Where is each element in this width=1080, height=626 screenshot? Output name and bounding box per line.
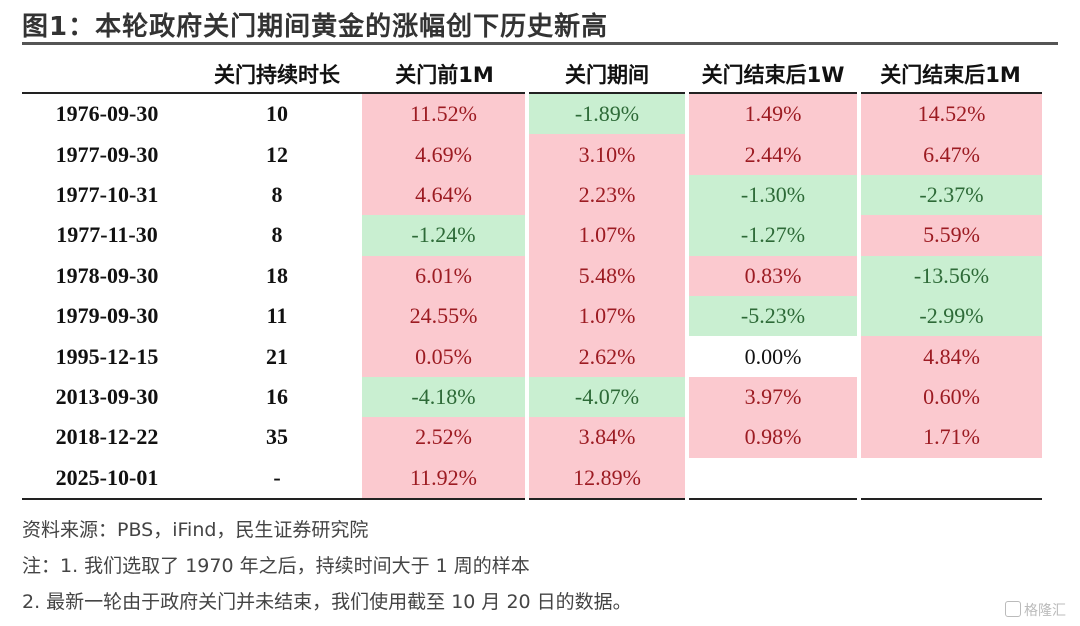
- after-1w-cell: -1.27%: [687, 215, 861, 256]
- date-cell: 1995-12-15: [55, 343, 159, 369]
- after-1m-cell: 6.47%: [859, 134, 1042, 175]
- before-1m-cell: 0.05%: [362, 336, 529, 377]
- before-1m-cell: 24.55%: [362, 295, 529, 337]
- after-1w-cell: 0.98%: [687, 417, 861, 458]
- date-cell: 1976-09-30: [55, 101, 159, 127]
- after-1w-cell: 2.44%: [687, 134, 861, 175]
- date-cell: 1977-11-30: [56, 222, 158, 248]
- after-1m-cell: -13.56%: [859, 255, 1042, 296]
- after-1m-cell: 4.84%: [859, 336, 1042, 377]
- notes: 资料来源：PBS，iFind，民生证券研究院 注：1. 我们选取了 1970 年…: [22, 512, 632, 620]
- before-1m-cell: 11.92%: [362, 457, 529, 500]
- after-1m-cell: 14.52%: [859, 93, 1042, 135]
- table-row: 2018-12-22 35 2.52% 3.84% 0.98% 1.71%: [22, 417, 1042, 458]
- table-row: 1977-10-31 8 4.64% 2.23% -1.30% -2.37%: [22, 174, 1042, 216]
- header-after-1w: 关门结束后1W: [687, 56, 859, 94]
- duration-cell: -: [192, 457, 362, 500]
- before-1m-cell: -4.18%: [362, 376, 529, 418]
- after-1m-cell: 0.60%: [859, 376, 1042, 418]
- table-row: 1977-09-30 12 4.69% 3.10% 2.44% 6.47%: [22, 134, 1042, 175]
- before-1m-cell: 6.01%: [362, 255, 529, 296]
- during-cell: -1.89%: [527, 93, 689, 135]
- after-1m-cell: -2.99%: [859, 295, 1042, 337]
- date-cell: 1977-09-30: [55, 141, 159, 167]
- before-1m-cell: 11.52%: [362, 93, 529, 135]
- header-during: 关门期间: [527, 56, 687, 94]
- during-cell: 2.62%: [527, 336, 689, 377]
- before-1m-cell: 4.69%: [362, 134, 529, 175]
- during-cell: -4.07%: [527, 376, 689, 418]
- after-1w-cell: [687, 457, 861, 500]
- table-header-row: 关门持续时长 关门前1M 关门期间 关门结束后1W 关门结束后1M: [22, 56, 1042, 94]
- duration-cell: 8: [271, 181, 283, 207]
- table-row: 1995-12-15 21 0.05% 2.62% 0.00% 4.84%: [22, 336, 1042, 377]
- watermark: 格隆汇: [1005, 600, 1066, 620]
- before-1m-cell: 2.52%: [362, 417, 529, 458]
- during-cell: 5.48%: [527, 255, 689, 296]
- duration-cell: 8: [271, 222, 283, 248]
- title-divider: [22, 42, 1058, 45]
- table-row: 1976-09-30 10 11.52% -1.89% 1.49% 14.52%: [22, 93, 1042, 135]
- latest-note: 2. 最新一轮由于政府关门并未结束，我们使用截至 10 月 20 日的数据。: [22, 591, 632, 613]
- date-cell: 2013-09-30: [55, 383, 159, 409]
- after-1w-cell: -5.23%: [687, 295, 861, 337]
- duration-cell: 21: [266, 343, 288, 369]
- page-title: 图1：本轮政府关门期间黄金的涨幅创下历史新高: [22, 12, 609, 42]
- before-1m-cell: -1.24%: [362, 215, 529, 256]
- watermark-logo-icon: [1005, 601, 1021, 617]
- after-1m-cell: -2.37%: [859, 174, 1042, 216]
- during-cell: 1.07%: [527, 215, 689, 256]
- duration-cell: 10: [266, 101, 288, 127]
- source-note: 资料来源：PBS，iFind，民生证券研究院: [22, 519, 369, 541]
- data-table: 关门持续时长 关门前1M 关门期间 关门结束后1W 关门结束后1M 1976-0…: [22, 56, 1042, 500]
- after-1w-cell: 1.49%: [687, 93, 861, 135]
- after-1m-cell: 1.71%: [859, 417, 1042, 458]
- during-cell: 3.84%: [527, 417, 689, 458]
- table-body: 1976-09-30 10 11.52% -1.89% 1.49% 14.52% 1977-…: [22, 93, 1042, 500]
- date-cell: 2018-12-22: [55, 424, 159, 450]
- header-date: [22, 56, 192, 94]
- watermark-text: 格隆汇: [1024, 603, 1066, 619]
- duration-cell: 35: [266, 424, 288, 450]
- during-cell: 12.89%: [527, 457, 689, 500]
- during-cell: 1.07%: [527, 295, 689, 337]
- duration-cell: 12: [266, 141, 288, 167]
- date-cell: 1979-09-30: [55, 303, 159, 329]
- after-1w-cell: 0.83%: [687, 255, 861, 296]
- duration-cell: 16: [266, 383, 288, 409]
- table-row: 2013-09-30 16 -4.18% -4.07% 3.97% 0.60%: [22, 376, 1042, 418]
- table-row: 1978-09-30 18 6.01% 5.48% 0.83% -13.56%: [22, 255, 1042, 296]
- header-duration: 关门持续时长: [192, 56, 362, 94]
- sample-note: 注：1. 我们选取了 1970 年之后，持续时间大于 1 周的样本: [22, 555, 530, 577]
- table-row: 2025-10-01-11.92% 12.89%: [22, 457, 1042, 500]
- date-cell: 1978-09-30: [55, 262, 159, 288]
- during-cell: 3.10%: [527, 134, 689, 175]
- date-cell: 2025-10-01: [22, 457, 192, 500]
- after-1w-cell: -1.30%: [687, 174, 861, 216]
- before-1m-cell: 4.64%: [362, 174, 529, 216]
- after-1m-cell: 5.59%: [859, 215, 1042, 256]
- during-cell: 2.23%: [527, 174, 689, 216]
- date-cell: 1977-10-31: [55, 181, 159, 207]
- header-after-1m: 关门结束后1M: [859, 56, 1042, 94]
- table-row: 1979-09-30 11 24.55% 1.07% -5.23% -2.99%: [22, 295, 1042, 337]
- table-row: 1977-11-30 8 -1.24% 1.07% -1.27% 5.59%: [22, 215, 1042, 256]
- after-1w-cell: 3.97%: [687, 376, 861, 418]
- duration-cell: 18: [266, 262, 288, 288]
- header-before-1m: 关门前1M: [362, 56, 527, 94]
- after-1w-cell: 0.00%: [687, 336, 861, 377]
- duration-cell: 11: [266, 303, 288, 329]
- after-1m-cell: [859, 457, 1042, 500]
